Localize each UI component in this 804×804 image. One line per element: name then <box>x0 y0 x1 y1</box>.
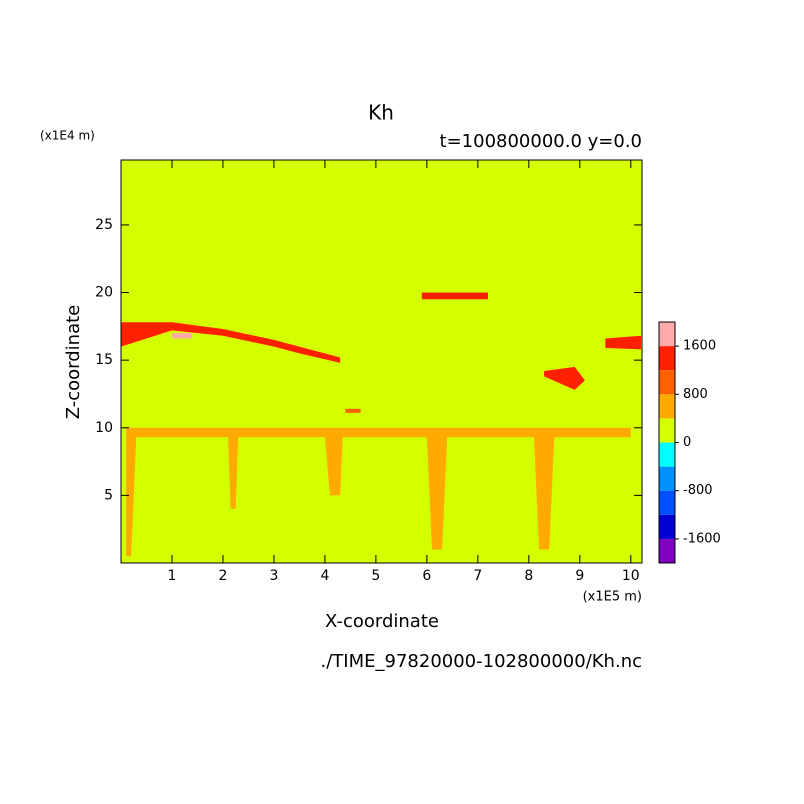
x-tick-label: 9 <box>575 568 584 584</box>
colorbar-tick-label: -800 <box>683 483 713 498</box>
colorbar-segment <box>659 346 675 371</box>
colorbar-segment <box>659 514 675 539</box>
x-tick-label: 7 <box>473 568 482 584</box>
contour-region <box>605 335 641 350</box>
y-tick-label: 15 <box>95 352 113 368</box>
plot-area <box>121 160 642 563</box>
colorbar-segment <box>659 538 675 563</box>
x-tick-label: 4 <box>320 568 329 584</box>
contour-region <box>345 408 361 413</box>
colorbar-tick-label: 1600 <box>683 339 716 354</box>
y-tick-label: 10 <box>95 420 113 436</box>
colorbar-tick-label: 0 <box>683 435 691 450</box>
y-tick-label: 5 <box>104 487 113 503</box>
source-label: ./TIME_97820000-102800000/Kh.nc <box>321 651 642 672</box>
x-tick-label: 10 <box>622 568 640 584</box>
contour-region <box>544 366 585 390</box>
chart-subtitle: t=100800000.0 y=0.0 <box>440 131 642 152</box>
x-tick-label: 3 <box>269 568 278 584</box>
colorbar-segment <box>659 418 675 443</box>
x-tick-label: 8 <box>524 568 533 584</box>
y-tick-label: 25 <box>95 217 113 233</box>
y-axis-label: Z-coordinate <box>63 305 84 420</box>
y-unit: (x1E4 m) <box>40 129 95 143</box>
contour-region <box>121 322 341 363</box>
colorbar-segment <box>659 322 675 347</box>
contour-region <box>121 160 642 563</box>
colorbar-tick-label: 800 <box>683 387 708 402</box>
colorbar-segment <box>659 466 675 491</box>
colorbar-segment <box>659 394 675 419</box>
y-tick-label: 20 <box>95 285 113 301</box>
x-axis-label: X-coordinate <box>325 611 439 632</box>
plot-frame <box>120 159 643 564</box>
colorbar-segment <box>659 490 675 515</box>
colorbar-segment <box>659 370 675 395</box>
x-tick-label: 5 <box>371 568 380 584</box>
colorbar-tick-label: -1600 <box>683 531 721 546</box>
x-tick-label: 6 <box>422 568 431 584</box>
x-tick-label: 1 <box>168 568 177 584</box>
contour-region <box>171 333 193 339</box>
x-unit: (x1E5 m) <box>583 590 642 605</box>
colorbar-segment <box>659 442 675 467</box>
x-tick-label: 2 <box>218 568 227 584</box>
contour-region <box>421 292 489 300</box>
chart-title: Kh <box>368 101 394 125</box>
